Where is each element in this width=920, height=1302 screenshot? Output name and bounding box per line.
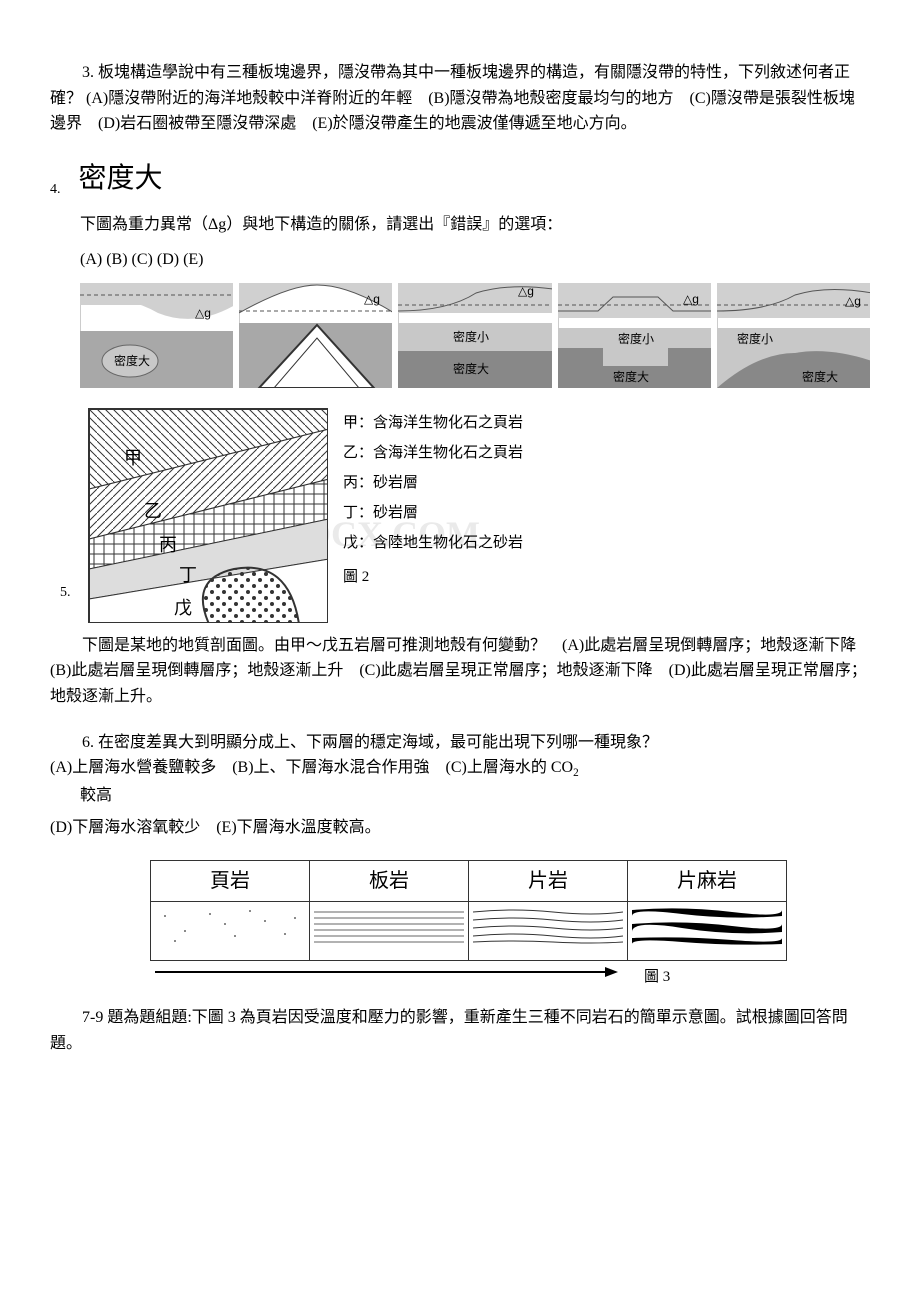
question-7-9: 7-9 題為題組題:下圖 3 為頁岩因受溫度和壓力的影響，重新產生三種不同岩石的…	[50, 1005, 870, 1056]
dg-label: △g	[518, 284, 534, 298]
fig3-tex-2	[469, 902, 628, 961]
fig3-caption: 圖 3	[644, 965, 670, 989]
svg-text:戊: 戊	[174, 598, 192, 618]
svg-text:丁: 丁	[179, 565, 197, 585]
question-6: 6. 在密度差異大到明顯分成上、下兩層的穩定海域，最可能出現下列哪一種現象？ (…	[50, 730, 870, 841]
gravity-diagrams: △g 密度大 △g △g 密度小 密度大	[80, 283, 870, 388]
q6-line-c: (D)下層海水溶氧較少 (E)下層海水溫度較高。	[50, 815, 870, 841]
fig3-col-3: 片麻岩	[628, 861, 787, 902]
legend-ding: 丁：砂岩層	[343, 498, 523, 528]
q6-opts-ab: (A)上層海水營養鹽較多 (B)上、下層海水混合作用強 (C)上層海水的	[50, 759, 547, 776]
q4-heading: 密度大	[79, 163, 163, 194]
diagram-d: △g 密度小 密度大	[558, 283, 711, 388]
q6-line-a: (A)上層海水營養鹽較多 (B)上、下層海水混合作用強 (C)上層海水的 CO2	[50, 755, 870, 783]
diagram-a: △g 密度大	[80, 283, 233, 388]
dense-small-label: 密度小	[618, 331, 654, 346]
fig3-container: 頁岩 板岩 片岩 片麻岩	[150, 860, 770, 990]
q5-number: 5.	[60, 582, 71, 604]
dg-label: △g	[845, 294, 861, 308]
svg-text:丙: 丙	[159, 535, 177, 555]
question-4: 4. 密度大 下圖為重力異常（Δg）與地下構造的關係，請選出『錯誤』的選項： (…	[50, 157, 870, 388]
q5-text: 下圖是某地的地質剖面圖。由甲～戊五岩層可推測地殼有何變動？ (A)此處岩層呈現倒…	[50, 633, 870, 710]
svg-text:甲: 甲	[124, 448, 142, 468]
question-3: 3. 板塊構造學說中有三種板塊邊界，隱沒帶為其中一種板塊邊界的構造，有關隱沒帶的…	[50, 60, 870, 137]
co2-sub: 2	[573, 767, 579, 779]
co2-formula: CO2	[551, 759, 579, 776]
legend-bing: 丙：砂岩層	[343, 468, 523, 498]
dg-label: △g	[364, 292, 380, 306]
svg-text:乙: 乙	[144, 501, 162, 521]
legend-wu: 戊：含陸地生物化石之砂岩	[343, 528, 523, 558]
q6-line-b: 較高	[80, 783, 870, 809]
diagram-c: △g 密度小 密度大	[398, 283, 551, 388]
fig3-table: 頁岩 板岩 片岩 片麻岩	[150, 860, 787, 961]
dense-small-label: 密度小	[453, 329, 489, 344]
fig3-tex-3	[628, 902, 787, 961]
co2-text: CO	[551, 759, 573, 776]
fig2-legend: OCX.COM 甲：含海洋生物化石之頁岩 乙：含海洋生物化石之頁岩 丙：砂岩層 …	[343, 408, 523, 592]
q6-text: 6. 在密度差異大到明顯分成上、下兩層的穩定海域，最可能出現下列哪一種現象？	[50, 730, 870, 756]
question-5: 下圖是某地的地質剖面圖。由甲～戊五岩層可推測地殼有何變動？ (A)此處岩層呈現倒…	[50, 633, 870, 710]
fig3-col-2: 片岩	[469, 861, 628, 902]
q4-number: 4.	[50, 179, 61, 201]
dense-large-label: 密度大	[802, 369, 838, 384]
question-5-figure: 5. 甲 乙 丙 丁 戊	[50, 408, 870, 623]
diagram-b: △g	[239, 283, 392, 388]
legend-yi: 乙：含海洋生物化石之頁岩	[343, 438, 523, 468]
q3-text: 3. 板塊構造學說中有三種板塊邊界，隱沒帶為其中一種板塊邊界的構造，有關隱沒帶的…	[50, 60, 870, 137]
legend-jia: 甲：含海洋生物化石之頁岩	[343, 408, 523, 438]
dense-large-label: 密度大	[453, 361, 489, 376]
fig3-tex-1	[310, 902, 469, 961]
q4-options: (A) (B) (C) (D) (E)	[80, 247, 870, 273]
dense-large-label: 密度大	[114, 353, 150, 368]
diagram-e: △g 密度小 密度大	[717, 283, 870, 388]
fig2-svg: 甲 乙 丙 丁 戊	[88, 408, 328, 623]
fig3-col-0: 頁岩	[151, 861, 310, 902]
fig3-col-1: 板岩	[310, 861, 469, 902]
fig2-caption: 圖 2	[343, 562, 523, 592]
fig3-tex-0	[151, 902, 310, 961]
dg-label: △g	[195, 306, 211, 320]
dg-label: △g	[683, 292, 699, 306]
dense-small-label: 密度小	[737, 331, 773, 346]
dense-large-label: 密度大	[613, 369, 649, 384]
q7-9-text: 7-9 題為題組題:下圖 3 為頁岩因受溫度和壓力的影響，重新產生三種不同岩石的…	[50, 1005, 870, 1056]
q4-prompt: 下圖為重力異常（Δg）與地下構造的關係，請選出『錯誤』的選項：	[80, 212, 870, 238]
fig3-arrow: 圖 3	[150, 963, 770, 990]
